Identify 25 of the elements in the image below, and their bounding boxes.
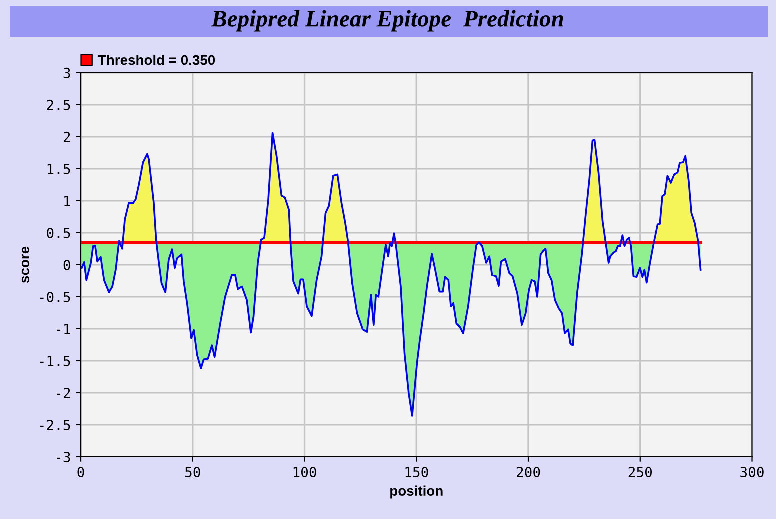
y-tick-label: 1.5: [48, 164, 70, 174]
line-series: [81, 132, 702, 417]
y-tick-label: 0: [64, 260, 70, 270]
y-tick-label: 2: [64, 132, 70, 142]
x-tick-label: 250: [628, 467, 652, 478]
legend-label: Threshold = 0.350: [98, 54, 216, 66]
chart-title: Bepipred Linear Epitope Prediction: [211, 10, 564, 32]
y-tick-label: -1: [56, 324, 70, 334]
y-tick-label: -2: [56, 388, 70, 398]
y-tick-label: 3: [64, 68, 70, 78]
y-tick-label: 2.5: [47, 100, 70, 110]
y-tick-label: -1.5: [40, 356, 70, 366]
y-tick-label: 0.5: [47, 228, 70, 238]
y-axis-title: score: [22, 246, 30, 283]
x-tick-label: 200: [516, 467, 540, 478]
x-tick-label: 100: [294, 467, 316, 478]
y-tick-label: 1: [64, 196, 70, 206]
x-axis-title: position: [390, 486, 443, 499]
y-tick-label: -2.5: [40, 420, 70, 430]
x-tick-label: 50: [185, 467, 200, 478]
y-tick-label: -0.5: [40, 292, 70, 302]
x-tick-label: 300: [740, 467, 764, 478]
x-tick-label: 0: [78, 467, 84, 478]
y-tick-label: -3: [56, 452, 70, 462]
x-tick-label: 150: [406, 467, 428, 478]
